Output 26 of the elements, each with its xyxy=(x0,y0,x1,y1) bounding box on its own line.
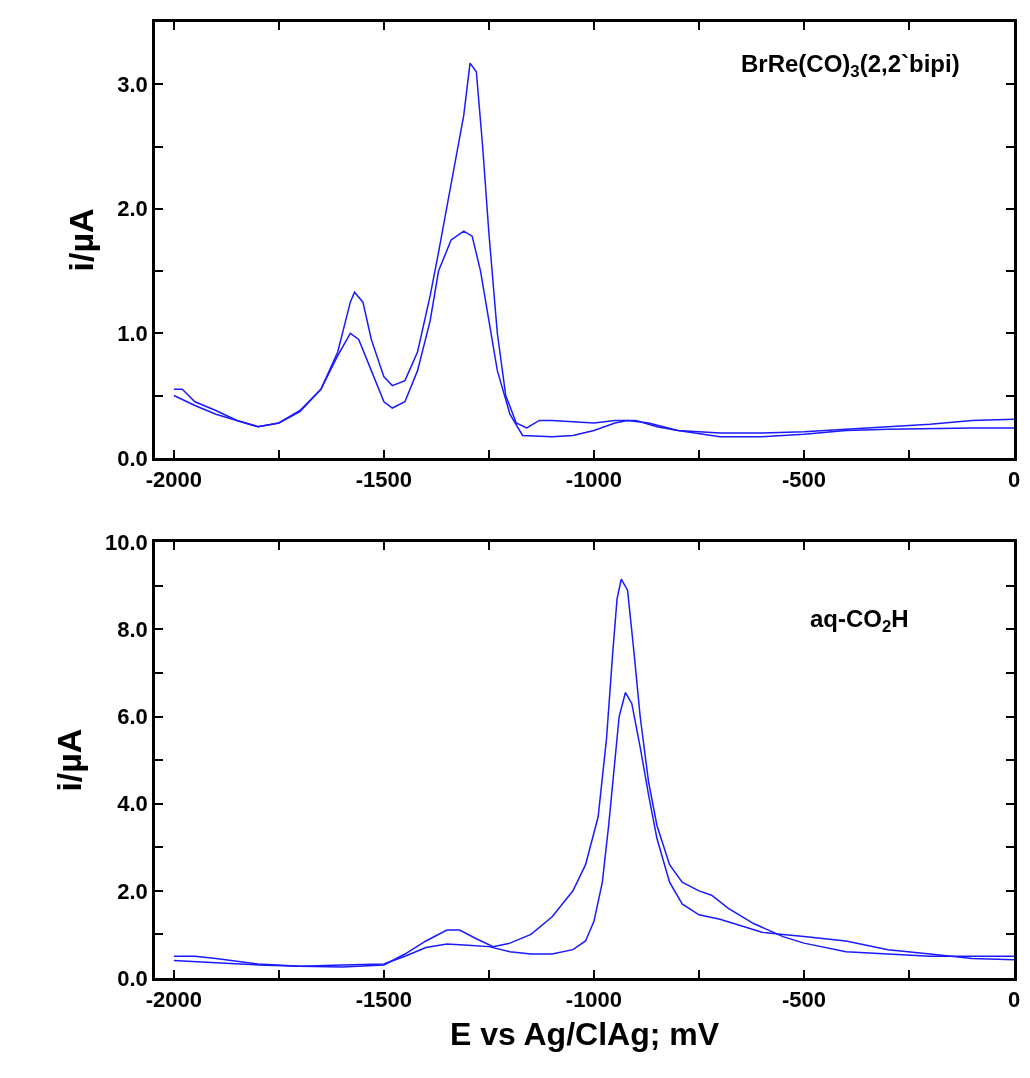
line-series xyxy=(173,578,1014,968)
y-tick-label: 0.0 xyxy=(117,445,148,471)
y-tick-label: 3.0 xyxy=(117,71,148,97)
x-tick-label: -500 xyxy=(781,987,826,1013)
annotation: BrRe(CO)$_{3}$(2,2`bipi) xyxy=(741,50,960,82)
x-tick-label: 0 xyxy=(1007,987,1021,1013)
x-tick-label: -500 xyxy=(781,466,826,492)
x-axis-title: E vs Ag/ClAg; mV xyxy=(449,1016,720,1053)
x-tick-label: -1500 xyxy=(355,466,413,492)
x-tick-label: -2000 xyxy=(145,466,203,492)
y-tick-label: 2.0 xyxy=(117,196,148,222)
annotation: aq-CO$_{2}$H xyxy=(810,605,909,637)
y-axis-title: i/µA xyxy=(61,208,100,272)
y-tick-label: 2.0 xyxy=(117,878,148,904)
y-tick-label: 1.0 xyxy=(117,320,148,346)
y-tick-label: 0.0 xyxy=(117,965,148,991)
y-tick-label: 6.0 xyxy=(117,704,148,730)
y-axis-title: i/µA xyxy=(49,728,88,792)
x-tick-label: -2000 xyxy=(145,987,203,1013)
x-tick-label: 0 xyxy=(1007,466,1021,492)
x-tick-label: -1500 xyxy=(355,987,413,1013)
x-tick-label: -1000 xyxy=(565,466,623,492)
y-tick-label: 10.0 xyxy=(105,529,148,555)
x-tick-label: -1000 xyxy=(565,987,623,1013)
y-tick-label: 8.0 xyxy=(117,617,148,643)
y-tick-label: 4.0 xyxy=(117,791,148,817)
